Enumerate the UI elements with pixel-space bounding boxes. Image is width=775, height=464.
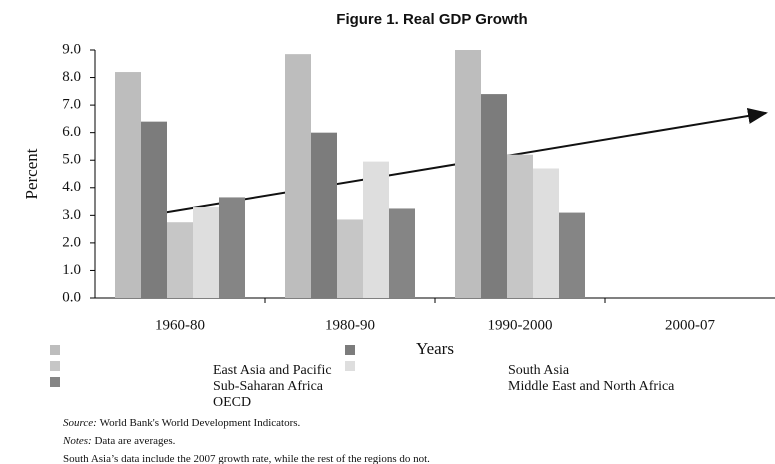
legend-swatch <box>50 377 60 387</box>
x-tick-label: 2000-07 <box>665 317 715 333</box>
bar <box>481 94 507 298</box>
y-tick-label: 9.0 <box>62 41 81 57</box>
note-text: World Bank's World Development Indicator… <box>100 417 301 429</box>
x-tick-label: 1980-90 <box>325 317 375 333</box>
note-text: Data are averages. <box>94 435 175 447</box>
legend-label: Sub-Saharan Africa <box>213 379 324 394</box>
y-tick-label: 0.0 <box>62 289 81 305</box>
bar <box>337 219 363 298</box>
bar <box>507 154 533 298</box>
bar <box>167 222 193 298</box>
y-axis-label: Percent <box>22 148 41 199</box>
bar <box>363 161 389 298</box>
note-label: Notes: <box>62 435 94 447</box>
y-tick-label: 1.0 <box>62 262 81 278</box>
bar <box>311 132 337 298</box>
bar <box>141 121 167 299</box>
legend-label: East Asia and Pacific <box>213 363 332 378</box>
legend-swatch <box>50 345 60 355</box>
x-tick-label: 1990-2000 <box>488 317 553 333</box>
legend-label: South Asia <box>508 363 570 378</box>
note: South Asia’s data include the 2007 growt… <box>63 453 430 464</box>
note-label: Source: <box>63 417 100 429</box>
x-axis-label: Years <box>416 339 454 358</box>
note: Source: World Bank's World Development I… <box>63 417 301 429</box>
legend-label: Middle East and North Africa <box>508 379 675 394</box>
bar <box>455 50 481 298</box>
y-tick-label: 2.0 <box>62 234 81 250</box>
y-tick-label: 4.0 <box>62 179 81 195</box>
y-tick-label: 5.0 <box>62 152 81 168</box>
bar <box>193 207 219 298</box>
note-text: South Asia’s data include the 2007 growt… <box>63 453 430 464</box>
chart-title: Figure 1. Real GDP Growth <box>336 11 527 28</box>
bar <box>533 168 559 298</box>
y-tick-label: 6.0 <box>62 124 81 140</box>
x-tick-label: 1960-80 <box>155 317 205 333</box>
bar <box>115 72 141 299</box>
legend-swatch <box>345 361 355 371</box>
bar <box>559 212 585 298</box>
y-tick-label: 3.0 <box>62 207 81 223</box>
legend-swatch <box>345 345 355 355</box>
y-tick-label: 8.0 <box>62 69 81 85</box>
legend-label: OECD <box>213 395 251 410</box>
bar <box>219 197 245 298</box>
y-tick-label: 7.0 <box>62 97 81 113</box>
legend-swatch <box>50 361 60 371</box>
note: Notes: Data are averages. <box>62 435 176 447</box>
bar <box>285 54 311 299</box>
bar <box>389 208 415 298</box>
